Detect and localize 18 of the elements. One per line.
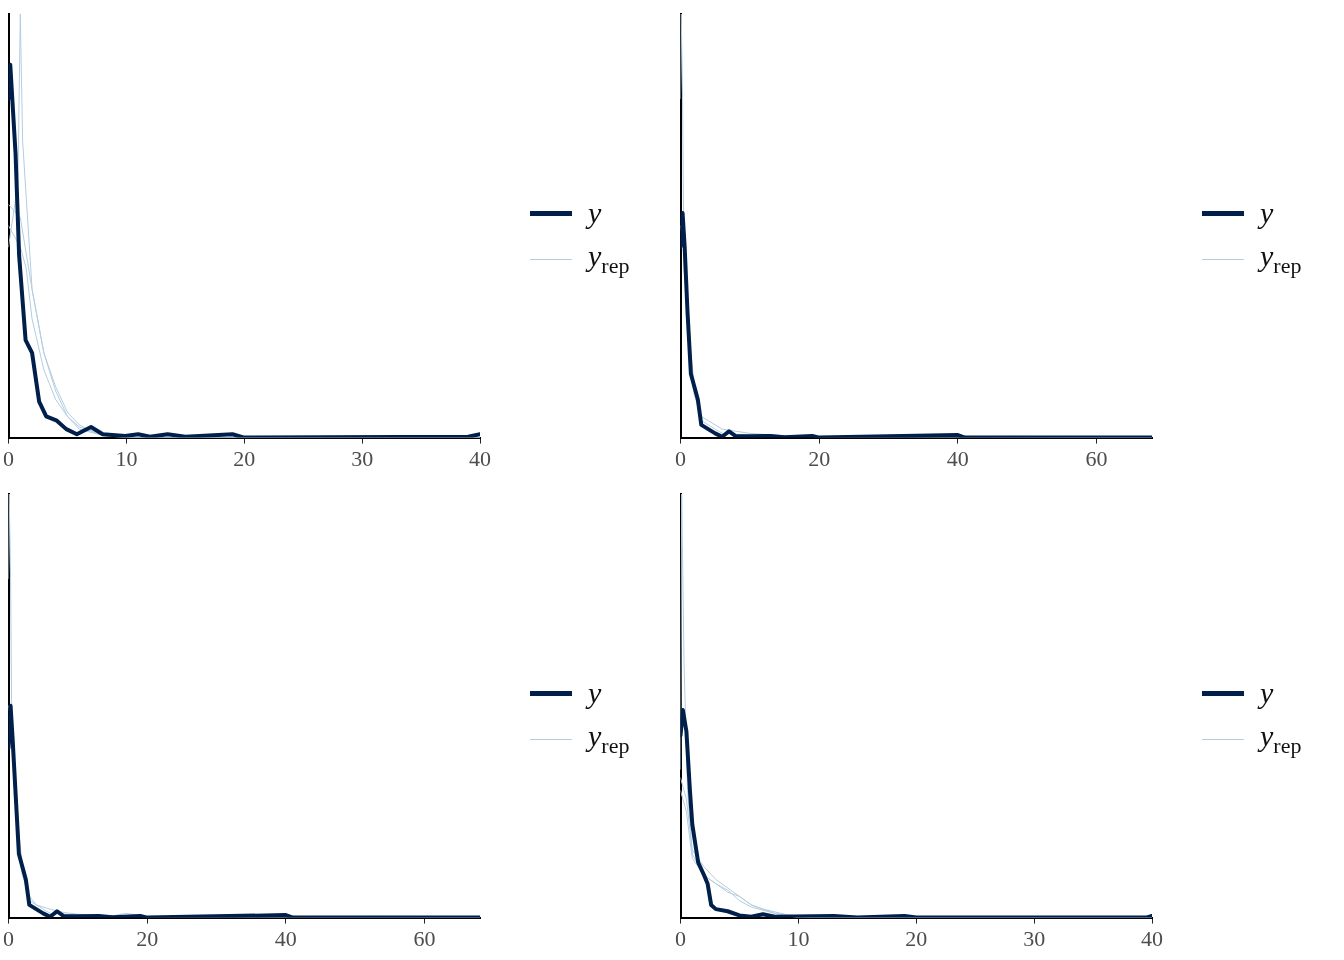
x-tick-label: 0 [3, 445, 14, 471]
x-tick-label: 20 [808, 445, 831, 471]
x-tick-label: 40 [946, 445, 969, 471]
x-tick-label: 20 [233, 445, 256, 471]
x-tick-label: 40 [1141, 925, 1163, 951]
x-tick-label: 10 [787, 925, 810, 951]
x-tick-label: 40 [274, 925, 297, 951]
x-tick-label: 60 [1085, 445, 1108, 471]
x-tick-label: 40 [469, 445, 491, 471]
x-tick-label: 20 [905, 925, 928, 951]
x-tick-label: 30 [1023, 925, 1046, 951]
x-tick-label: 0 [675, 925, 686, 951]
x-tick-label: 0 [3, 925, 14, 951]
x-tick-label: 0 [675, 445, 686, 471]
x-tick-label: 60 [413, 925, 436, 951]
x-tick-label: 20 [136, 925, 159, 951]
x-tick-label: 30 [351, 445, 374, 471]
x-tick-label: 10 [115, 445, 138, 471]
